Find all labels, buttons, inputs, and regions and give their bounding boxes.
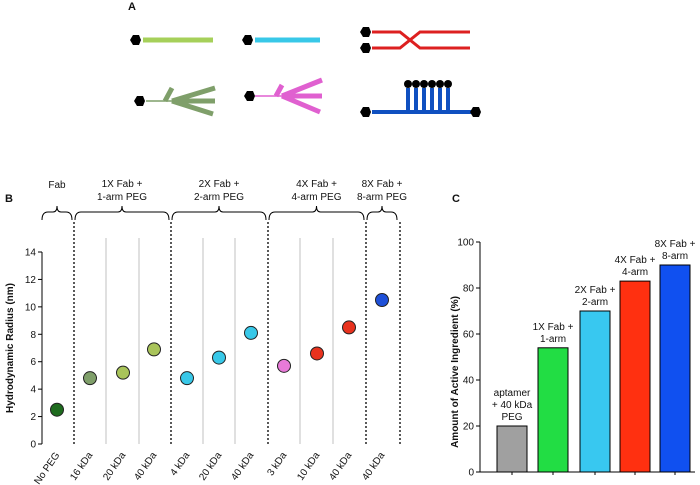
data-point xyxy=(277,358,291,373)
panel-label: B xyxy=(5,193,13,205)
bar-label: PEG xyxy=(501,412,522,423)
panel-label: A xyxy=(128,1,136,13)
bar xyxy=(659,264,691,473)
y-tick-label: 0 xyxy=(468,468,474,479)
bar-label: aptamer xyxy=(494,388,531,399)
y-tick-label: 0 xyxy=(30,440,36,451)
group-bracket xyxy=(366,205,398,221)
bar-label: 2-arm xyxy=(582,297,608,308)
bar-label: 8-arm xyxy=(662,251,688,262)
data-point xyxy=(83,371,97,386)
bar-label: 4X Fab + xyxy=(615,255,656,266)
data-point xyxy=(375,293,389,307)
group-label: Fab xyxy=(48,180,66,191)
data-point xyxy=(244,325,258,340)
y-tick-label: 100 xyxy=(457,238,474,249)
bar-label: 1X Fab + xyxy=(533,322,574,333)
group-bracket xyxy=(268,205,365,221)
x-tick-label: 10 kDa xyxy=(295,450,322,483)
x-tick-label: 40 kDa xyxy=(132,450,159,483)
y-tick-label: 20 xyxy=(463,422,475,433)
x-tick-label: 40 kDa xyxy=(360,450,387,483)
bar-label: + 40 kDa xyxy=(492,400,533,411)
bar-label: 2X Fab + xyxy=(575,285,616,296)
bar xyxy=(579,310,611,473)
data-point xyxy=(342,320,356,335)
group-bracket xyxy=(41,205,73,221)
bar xyxy=(619,280,651,473)
bar xyxy=(537,347,569,473)
x-tick-label: 20 kDa xyxy=(197,450,224,483)
x-tick-label: 40 kDa xyxy=(327,450,354,483)
y-tick-label: 6 xyxy=(30,357,36,368)
data-point xyxy=(180,371,194,386)
data-point xyxy=(212,350,226,365)
y-axis-label: Hydrodynamic Radius (nm) xyxy=(5,283,16,413)
x-tick-label: 40 kDa xyxy=(229,450,256,483)
x-tick-label: 20 kDa xyxy=(101,450,128,483)
x-tick-label: 3 kDa xyxy=(265,450,289,478)
schematics xyxy=(130,27,481,117)
group-label: 2X Fab + xyxy=(199,179,240,190)
data-point xyxy=(147,342,161,357)
y-axis-label: Amount of Active Ingredient (%) xyxy=(450,296,461,448)
y-tick-label: 40 xyxy=(463,376,475,387)
group-label: 4-arm PEG xyxy=(291,192,341,203)
x-tick-label: 16 kDa xyxy=(68,450,95,483)
y-tick-label: 4 xyxy=(30,385,36,396)
y-tick-label: 2 xyxy=(30,412,36,423)
y-tick-label: 14 xyxy=(25,248,37,259)
group-bracket xyxy=(171,205,267,221)
bar-label: 8X Fab + xyxy=(655,239,696,250)
y-tick-label: 12 xyxy=(25,275,37,286)
x-tick-label: 4 kDa xyxy=(168,450,192,478)
group-bracket xyxy=(74,205,170,221)
data-point xyxy=(50,402,64,417)
y-tick-label: 10 xyxy=(25,302,37,313)
group-label: 1X Fab + xyxy=(102,179,143,190)
x-tick-label: No PEG xyxy=(32,450,62,485)
group-label: 2-arm PEG xyxy=(194,192,244,203)
group-label: 8-arm PEG xyxy=(357,192,407,203)
group-label: 1-arm PEG xyxy=(97,192,147,203)
group-label: 4X Fab + xyxy=(296,179,337,190)
group-label: 8X Fab + xyxy=(362,179,403,190)
data-point xyxy=(116,365,130,380)
y-tick-label: 60 xyxy=(463,330,475,341)
bar-label: 4-arm xyxy=(622,267,648,278)
data-point xyxy=(310,346,324,361)
panel-label: C xyxy=(452,193,460,205)
bar-label: 1-arm xyxy=(540,334,566,345)
bar xyxy=(496,425,528,473)
y-tick-label: 8 xyxy=(30,330,36,341)
y-tick-label: 80 xyxy=(463,284,475,295)
